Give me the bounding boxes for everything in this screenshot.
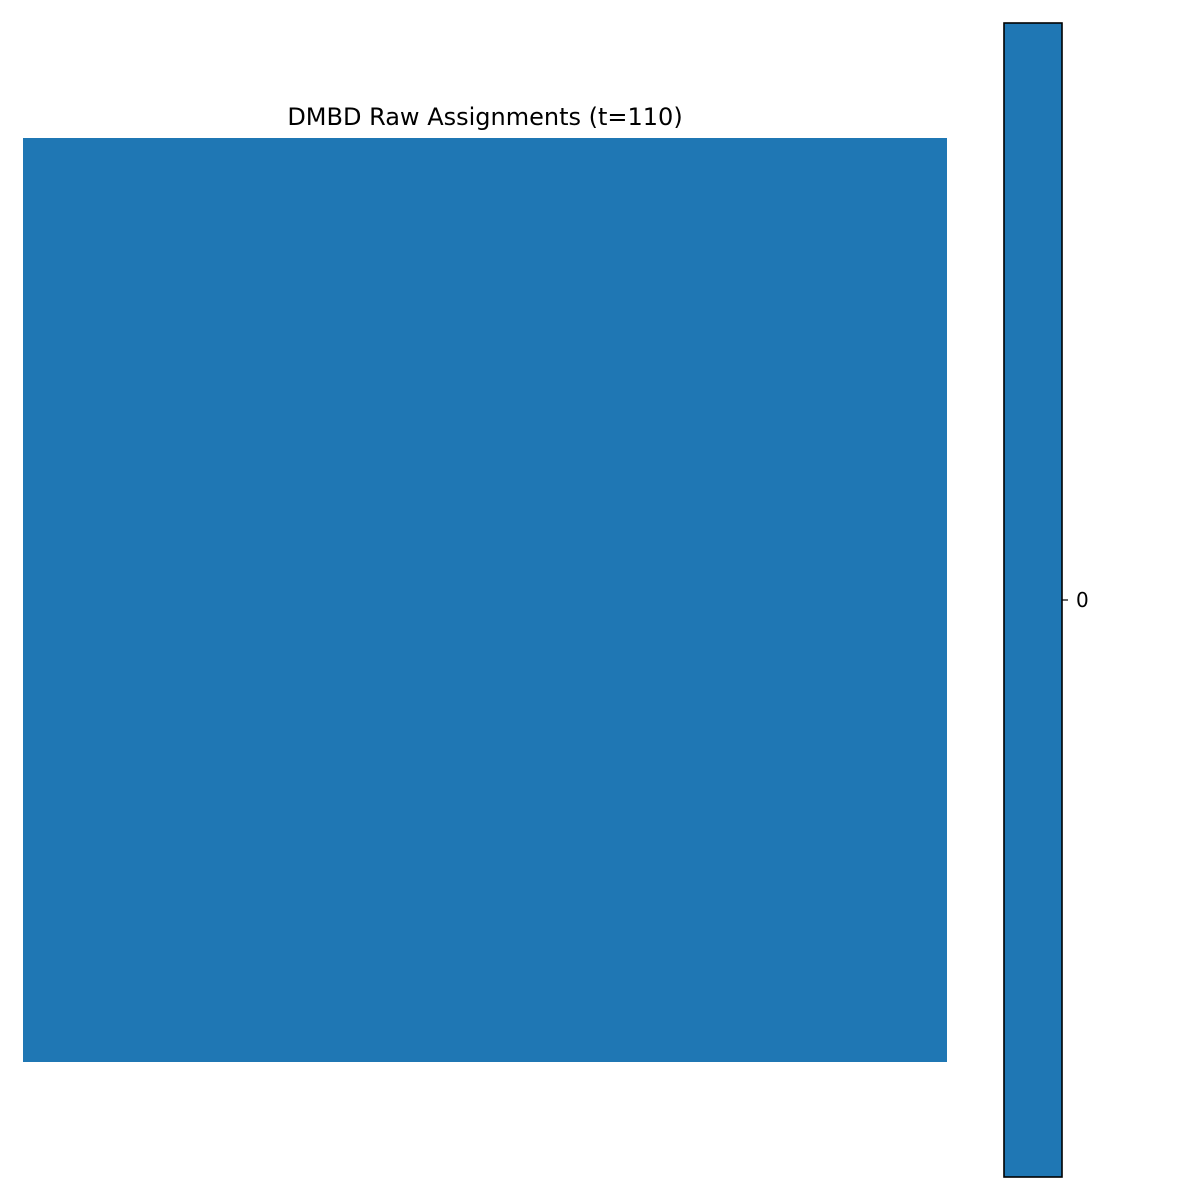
colorbar: 0 xyxy=(1003,22,1089,1178)
heatmap-cell xyxy=(23,138,947,1062)
heatmap-area xyxy=(23,138,947,1062)
colorbar-fill xyxy=(1003,22,1063,1178)
colorbar-tick-label: 0 xyxy=(1076,588,1089,612)
chart-title: DMBD Raw Assignments (t=110) xyxy=(287,103,682,131)
